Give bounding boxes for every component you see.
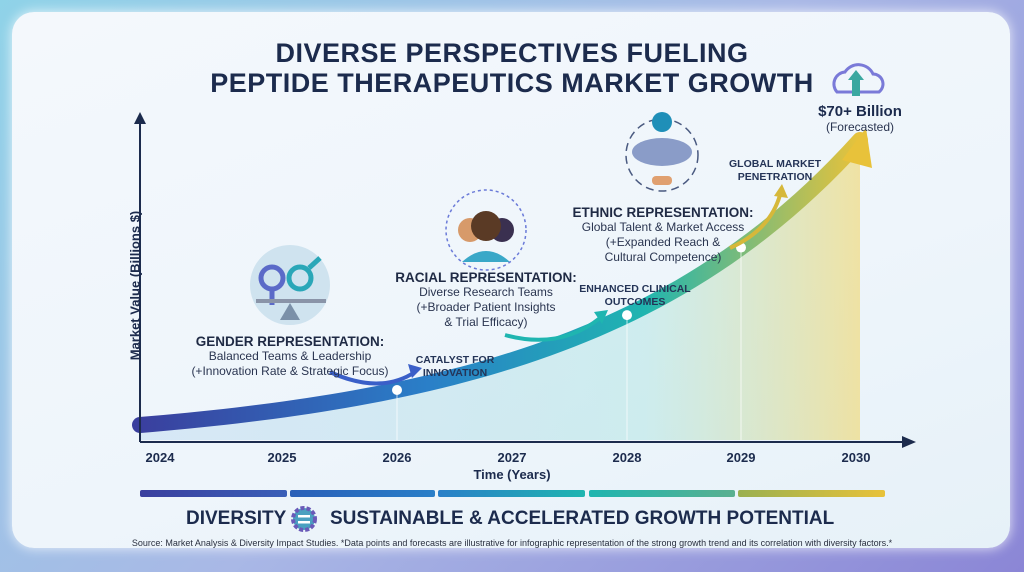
data-point-2026 [392, 385, 402, 396]
x-tick-label: 2026 [382, 450, 412, 465]
annotation-catalyst: CATALYST FOR INNOVATION [415, 354, 495, 379]
globe-map-handshake-icon [625, 112, 699, 192]
gender-balance-icon [250, 245, 330, 325]
color-bar-segment [738, 490, 885, 497]
block-text: Global Talent & Market Access [581, 220, 745, 234]
block-heading: ETHNIC REPRESENTATION: [572, 205, 754, 220]
arrow-clinical [504, 316, 602, 342]
color-bar-segment [290, 490, 435, 497]
forecast-note: (Forecasted) [825, 120, 895, 134]
y-axis-arrow-icon [134, 112, 146, 124]
x-axis-arrow-icon [902, 436, 916, 448]
annotation-global: GLOBAL MARKET PENETRATION [729, 158, 821, 183]
title-line-2: PEPTIDE THERAPEUTICS MARKET GROWTH [210, 68, 814, 98]
color-bar-segment [438, 490, 585, 497]
x-axis-label: Time (Years) [473, 467, 551, 482]
arrow-head-icon [408, 364, 422, 378]
x-tick-label: 2030 [841, 450, 871, 465]
data-point-2028 [622, 310, 632, 321]
racial-block: RACIAL REPRESENTATION: Diverse Research … [386, 270, 586, 330]
block-text: & Trial Efficacy) [444, 315, 528, 329]
block-text: Balanced Teams & Leadership [208, 349, 372, 363]
forecast-value: $70+ Billion [818, 103, 902, 120]
color-bar-segment [140, 490, 287, 497]
title-line-1: DIVERSE PERSPECTIVES FUELING [275, 38, 749, 68]
cloud-upload-icon [832, 63, 885, 96]
y-axis-label: Market Value (Billions $) [127, 210, 143, 361]
arrow-head-icon [594, 310, 608, 324]
footer-tagline: SUSTAINABLE & ACCELERATED GROWTH POTENTI… [330, 508, 835, 529]
diverse-people-icon [445, 189, 527, 271]
arrow-global [729, 194, 782, 250]
x-tick-label: 2024 [145, 450, 175, 465]
annotation-clinical: ENHANCED CLINICAL OUTCOMES [579, 283, 691, 308]
x-tick-label: 2029 [726, 450, 756, 465]
x-tick-label: 2028 [612, 450, 642, 465]
arrow-catalyst [329, 370, 417, 386]
x-tick-label: 2025 [267, 450, 297, 465]
color-bar-segment [589, 490, 735, 497]
block-heading: GENDER REPRESENTATION: [195, 334, 385, 349]
gear-equals-icon [291, 506, 317, 532]
source-note: Source: Market Analysis & Diversity Impa… [131, 538, 893, 548]
gender-block: GENDER REPRESENTATION: Balanced Teams & … [170, 334, 410, 379]
ethnic-block: ETHNIC REPRESENTATION: Global Talent & M… [568, 205, 758, 265]
growth-arrow-head-icon [842, 128, 872, 168]
block-text: Diverse Research Teams [419, 285, 553, 299]
arrow-head-icon [774, 184, 788, 198]
x-tick-label: 2027 [497, 450, 527, 465]
block-text: (+Innovation Rate & Strategic Focus) [191, 364, 389, 378]
growth-area [140, 140, 860, 440]
block-text: (+Broader Patient Insights [416, 300, 556, 314]
block-heading: RACIAL REPRESENTATION: [395, 270, 577, 285]
block-text: Cultural Competence) [604, 250, 722, 264]
block-text: (+Expanded Reach & [605, 235, 721, 249]
footer-diversity: DIVERSITY [186, 508, 287, 529]
